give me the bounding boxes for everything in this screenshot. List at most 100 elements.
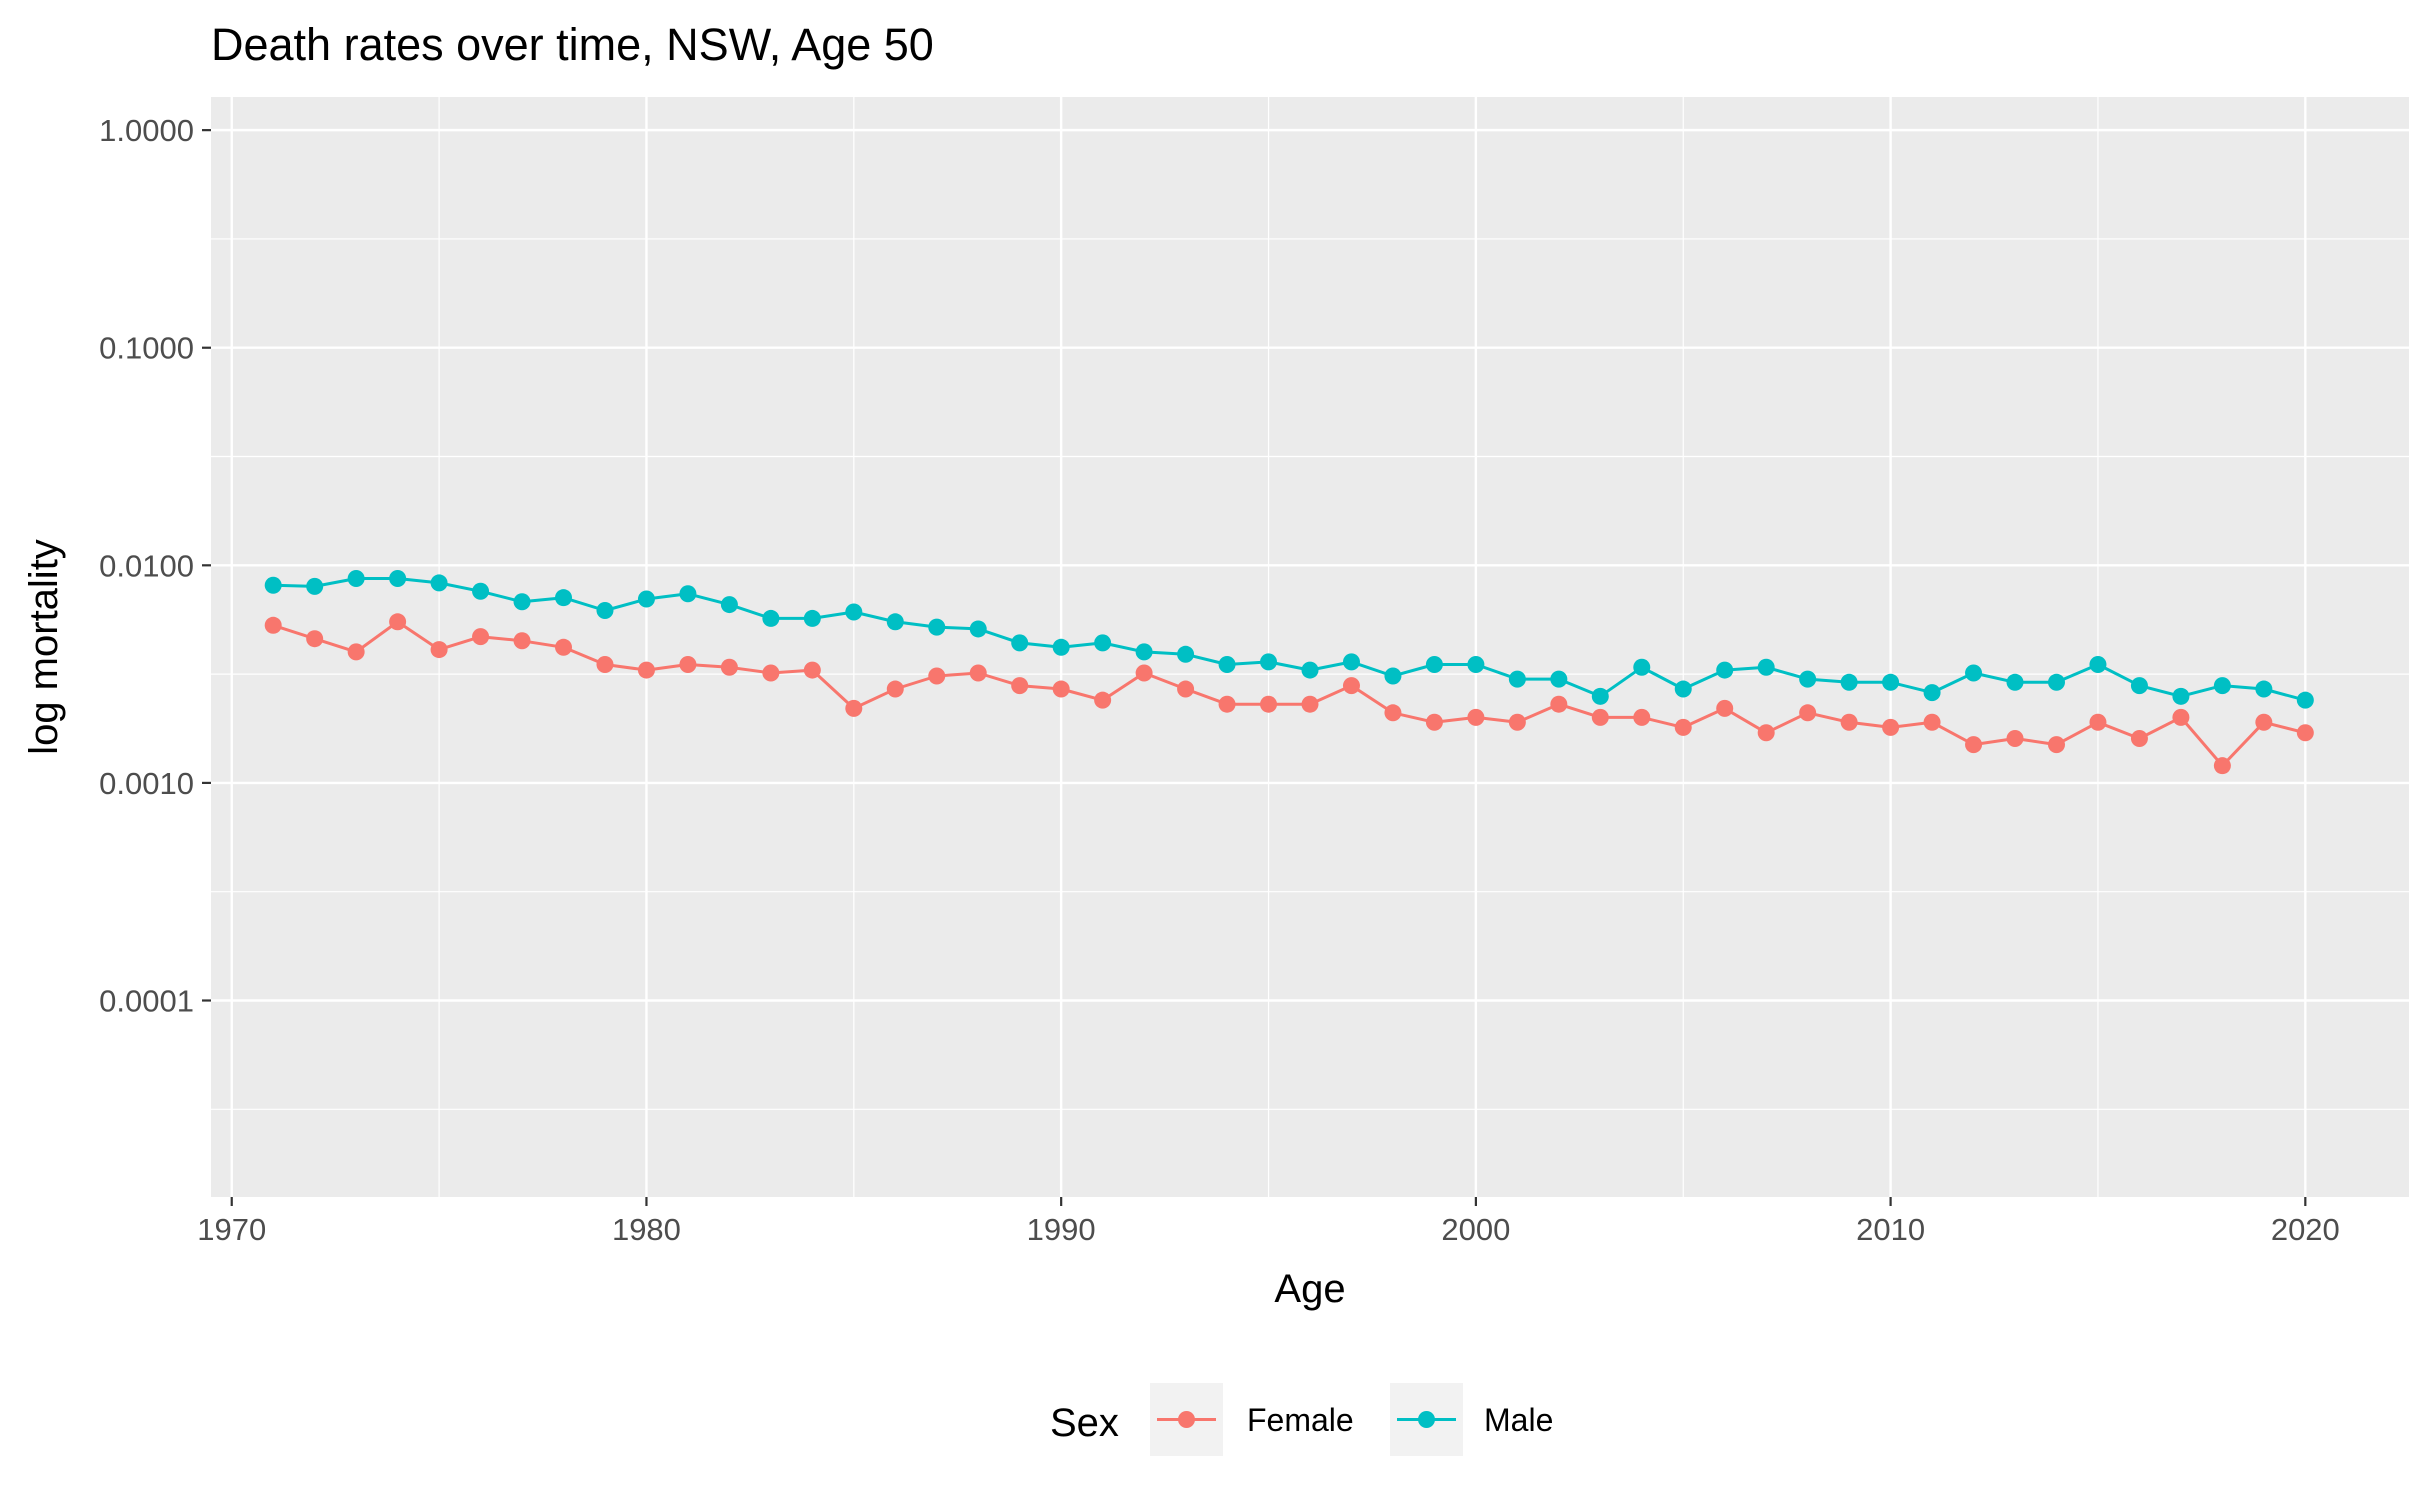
data-point-male	[389, 569, 407, 587]
data-point-male	[1799, 670, 1817, 688]
data-point-female	[1301, 695, 1319, 713]
data-point-female	[2213, 757, 2231, 775]
plot-panel	[211, 97, 2409, 1197]
data-point-male	[1218, 656, 1236, 674]
data-point-female	[596, 656, 614, 674]
data-point-female	[1591, 708, 1609, 726]
data-point-female	[1923, 713, 1941, 731]
data-point-female	[389, 613, 407, 631]
data-point-male	[1301, 661, 1319, 679]
grid-minor	[211, 97, 2409, 1197]
data-point-male	[264, 576, 282, 594]
data-point-female	[1384, 704, 1402, 722]
y-tick-label: 0.0100	[99, 548, 194, 583]
legend-key-point-male	[1418, 1411, 1435, 1428]
data-point-male	[2296, 691, 2314, 709]
data-point-female	[2255, 713, 2273, 731]
data-point-female	[1260, 695, 1278, 713]
data-point-female	[1508, 713, 1526, 731]
data-point-male	[886, 613, 904, 631]
data-point-male	[969, 620, 987, 638]
x-axis: 1970 1980 1990 2000 2010 2020	[197, 1197, 2340, 1247]
legend-key-point-female	[1178, 1411, 1195, 1428]
data-point-female	[513, 632, 531, 650]
data-point-male	[845, 603, 863, 621]
data-point-female	[845, 699, 863, 717]
series-layer	[264, 569, 2314, 775]
data-point-male	[2089, 656, 2107, 674]
data-point-male	[1757, 658, 1775, 676]
data-point-male	[1508, 670, 1526, 688]
data-point-female	[1633, 708, 1651, 726]
y-tick-label: 1.0000	[99, 113, 194, 148]
data-point-male	[1965, 664, 1983, 682]
y-tick-label: 0.1000	[99, 331, 194, 366]
data-point-female	[472, 628, 490, 646]
data-point-male	[2006, 673, 2024, 691]
chart-title: Death rates over time, NSW, Age 50	[211, 19, 934, 70]
data-point-male	[555, 589, 573, 607]
data-point-female	[2089, 713, 2107, 731]
data-point-female	[803, 661, 821, 679]
data-point-female	[1218, 695, 1236, 713]
data-point-female	[679, 656, 697, 674]
data-point-female	[969, 664, 987, 682]
data-point-female	[264, 616, 282, 634]
data-point-male	[1716, 661, 1734, 679]
data-point-female	[1716, 699, 1734, 717]
data-point-male	[1342, 653, 1360, 671]
data-point-male	[803, 609, 821, 627]
data-point-female	[1135, 664, 1153, 682]
data-point-male	[1135, 643, 1153, 661]
data-point-male	[306, 577, 324, 595]
data-point-male	[1674, 680, 1692, 698]
data-point-female	[1094, 691, 1112, 709]
data-point-male	[1260, 653, 1278, 671]
data-point-male	[1467, 656, 1485, 674]
data-point-male	[2172, 687, 2190, 705]
data-point-male	[1550, 670, 1568, 688]
data-point-female	[555, 638, 573, 656]
data-point-male	[1052, 638, 1070, 656]
data-point-female	[1052, 680, 1070, 698]
data-point-female	[762, 664, 780, 682]
data-point-female	[1674, 718, 1692, 736]
data-point-female	[720, 658, 738, 676]
y-axis: 0.0001 0.0010 0.0100 0.1000 1.0000	[99, 113, 211, 1018]
data-point-male	[2130, 677, 2148, 695]
y-tick-label: 0.0010	[99, 766, 194, 801]
data-point-male	[1425, 656, 1443, 674]
data-point-male	[2213, 677, 2231, 695]
data-point-male	[430, 574, 448, 592]
data-point-female	[1011, 677, 1029, 695]
data-point-female	[1840, 713, 1858, 731]
data-point-male	[1633, 658, 1651, 676]
x-axis-title: Age	[1274, 1267, 1345, 1311]
data-point-female	[1757, 724, 1775, 742]
data-point-male	[1094, 634, 1112, 652]
legend-title: Sex	[1050, 1401, 1119, 1445]
y-tick-label: 0.0001	[99, 983, 194, 1018]
data-point-female	[306, 630, 324, 648]
legend-label-female: Female	[1247, 1402, 1354, 1438]
data-point-female	[2130, 729, 2148, 747]
data-point-male	[1384, 667, 1402, 685]
data-point-female	[928, 667, 946, 685]
data-point-male	[720, 596, 738, 614]
data-point-female	[430, 641, 448, 659]
data-point-male	[1011, 634, 1029, 652]
data-point-female	[1550, 695, 1568, 713]
data-point-male	[1923, 684, 1941, 702]
data-point-female	[2296, 724, 2314, 742]
data-point-female	[2172, 708, 2190, 726]
data-point-male	[513, 593, 531, 611]
data-point-female	[1467, 708, 1485, 726]
data-point-male	[1840, 673, 1858, 691]
data-point-male	[1177, 645, 1195, 663]
data-point-female	[637, 661, 655, 679]
data-point-male	[347, 569, 365, 587]
data-point-female	[1965, 736, 1983, 754]
data-point-male	[637, 590, 655, 608]
legend: Sex Female Male	[1050, 1383, 1553, 1456]
